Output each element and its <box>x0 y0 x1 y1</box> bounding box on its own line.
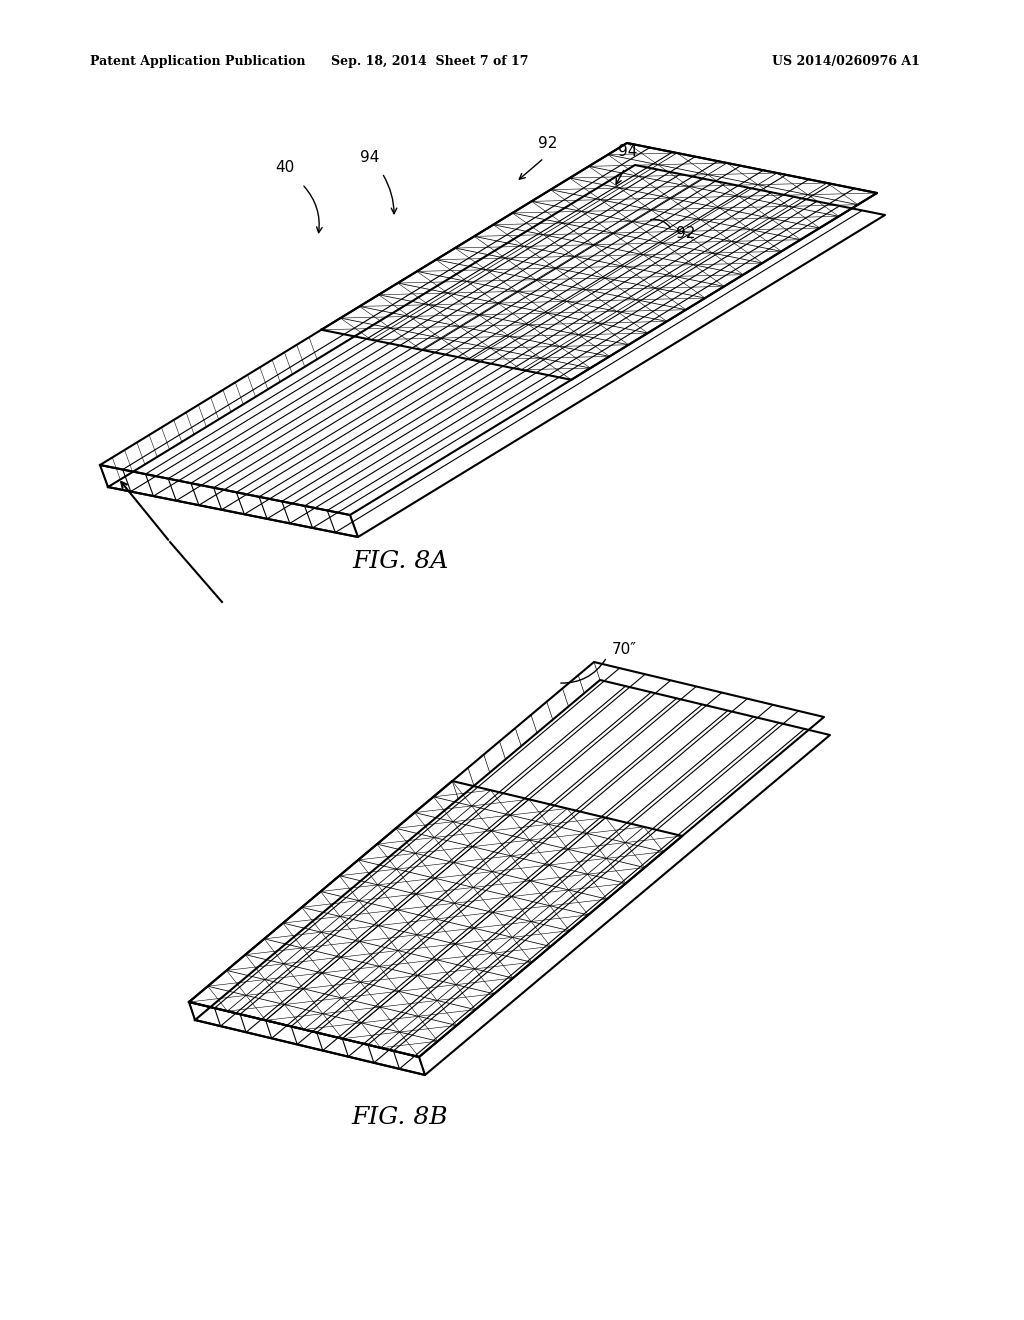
Text: Patent Application Publication: Patent Application Publication <box>90 55 305 69</box>
Text: 70″: 70″ <box>612 643 637 657</box>
Text: 40: 40 <box>275 161 295 176</box>
Text: 92: 92 <box>676 226 695 240</box>
Text: Sep. 18, 2014  Sheet 7 of 17: Sep. 18, 2014 Sheet 7 of 17 <box>331 55 528 69</box>
Text: 92: 92 <box>539 136 558 152</box>
Text: FIG. 8A: FIG. 8A <box>352 550 449 573</box>
Text: 94: 94 <box>618 144 638 160</box>
Text: 94: 94 <box>360 150 380 165</box>
Text: US 2014/0260976 A1: US 2014/0260976 A1 <box>772 55 920 69</box>
Text: FIG. 8B: FIG. 8B <box>351 1106 449 1130</box>
